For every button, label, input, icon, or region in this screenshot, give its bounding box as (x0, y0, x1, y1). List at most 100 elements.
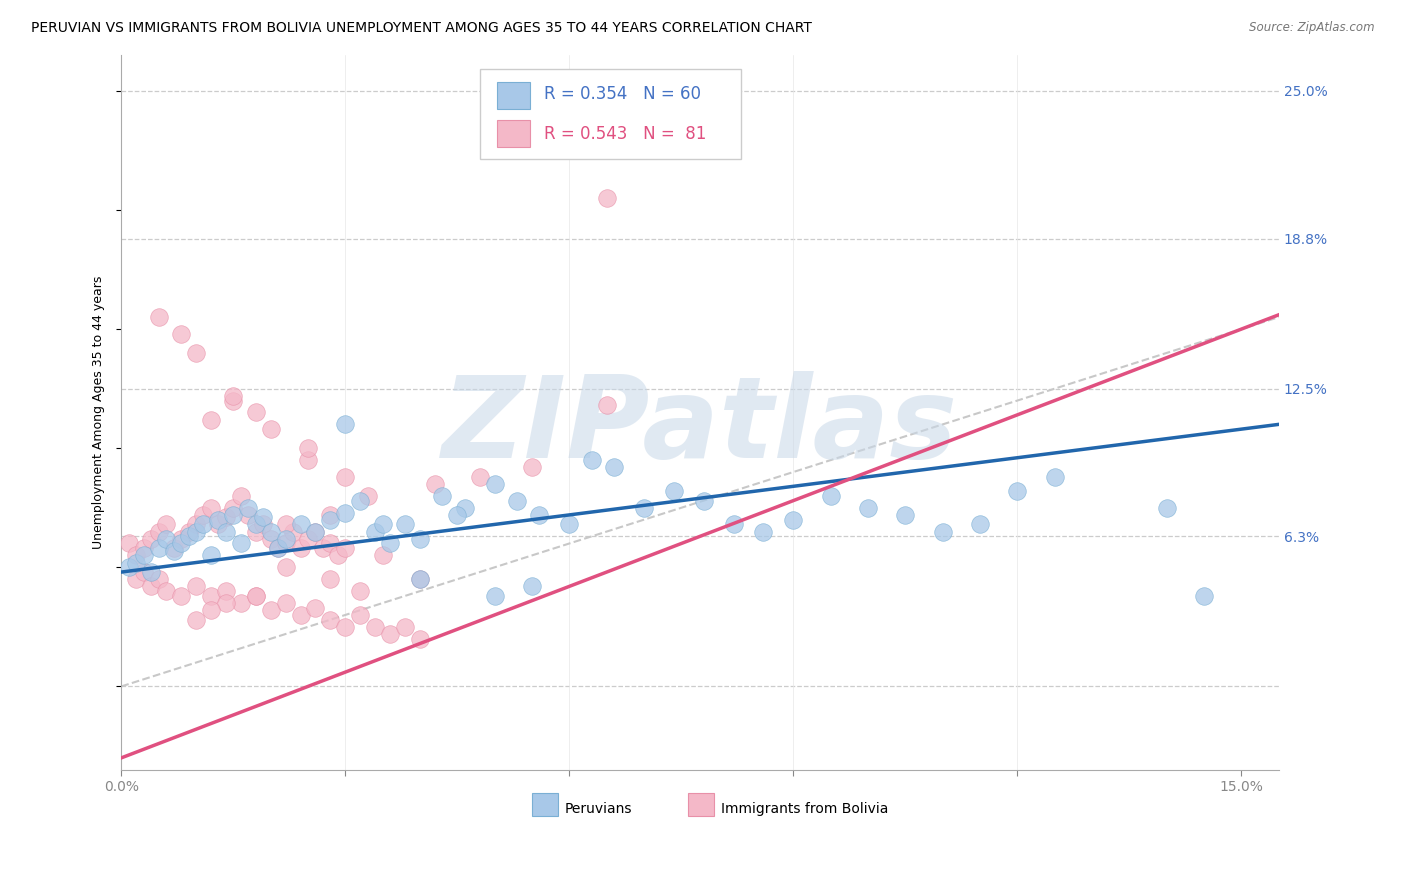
Point (304, 524, 326, 539)
Point (1156, 500, 1178, 515)
Point (222, 389, 245, 403)
Point (394, 517, 416, 532)
Point (1007, 484, 1029, 499)
Point (349, 584, 371, 599)
Point (193, 508, 215, 522)
Point (215, 584, 238, 599)
Point (752, 524, 775, 539)
Point (319, 613, 342, 627)
Point (274, 517, 297, 532)
Point (335, 620, 357, 634)
Point (281, 524, 304, 539)
Point (319, 536, 342, 550)
Point (969, 517, 991, 532)
Point (229, 489, 252, 503)
Point (245, 524, 267, 539)
Point (267, 541, 290, 556)
Bar (498, 81, 530, 109)
Point (148, 541, 170, 556)
Point (162, 541, 184, 556)
Point (215, 596, 238, 610)
Point (371, 549, 394, 563)
Point (603, 460, 626, 475)
Point (245, 589, 267, 603)
Point (141, 565, 163, 579)
Text: R = 0.543   N =  81: R = 0.543 N = 81 (544, 125, 706, 143)
Point (184, 346, 207, 360)
Point (155, 517, 177, 532)
Point (170, 326, 193, 341)
Point (446, 508, 468, 522)
Point (326, 549, 349, 563)
Point (132, 565, 155, 579)
Point (245, 405, 267, 419)
Point (581, 453, 603, 467)
Point (200, 603, 222, 617)
Point (132, 541, 155, 556)
Y-axis label: Unemployment Among Ages 35 to 44 years: Unemployment Among Ages 35 to 44 years (93, 276, 105, 549)
Point (335, 470, 357, 484)
Point (820, 489, 842, 503)
Point (371, 517, 394, 532)
Point (432, 489, 454, 503)
Point (529, 508, 551, 522)
Point (141, 532, 163, 546)
Point (148, 310, 170, 325)
Point (520, 460, 543, 475)
Text: Source: ZipAtlas.com: Source: ZipAtlas.com (1250, 21, 1375, 34)
Point (118, 560, 141, 574)
Point (177, 524, 200, 539)
Point (662, 484, 685, 499)
Bar (689, 793, 714, 816)
Point (894, 508, 917, 522)
Point (222, 393, 245, 408)
Point (723, 517, 745, 532)
Point (184, 517, 207, 532)
Point (229, 596, 252, 610)
Point (335, 417, 357, 432)
Point (558, 517, 581, 532)
Point (132, 549, 155, 563)
Point (484, 589, 506, 603)
Point (349, 493, 371, 508)
Point (856, 500, 879, 515)
Point (141, 579, 163, 593)
Point (200, 549, 222, 563)
Point (290, 517, 312, 532)
Point (304, 600, 326, 615)
Point (595, 398, 617, 412)
Point (409, 572, 432, 586)
Point (454, 500, 477, 515)
Point (335, 506, 357, 520)
Point (349, 607, 371, 622)
Point (274, 532, 297, 546)
Point (215, 524, 238, 539)
Point (319, 508, 342, 522)
Point (207, 513, 229, 527)
Point (252, 517, 274, 532)
Point (312, 541, 335, 556)
Point (259, 603, 281, 617)
Point (274, 560, 297, 574)
Point (319, 513, 342, 527)
Point (259, 524, 281, 539)
Point (148, 524, 170, 539)
Point (304, 524, 326, 539)
Point (290, 541, 312, 556)
Point (378, 627, 401, 641)
Point (633, 500, 655, 515)
FancyBboxPatch shape (479, 70, 741, 159)
Point (222, 500, 245, 515)
Point (155, 584, 177, 599)
Point (238, 508, 260, 522)
Text: ZIPatlas: ZIPatlas (441, 371, 957, 483)
Point (259, 422, 281, 436)
Point (409, 632, 432, 646)
Point (177, 529, 200, 543)
Point (215, 510, 238, 524)
Point (297, 441, 319, 455)
Point (506, 493, 529, 508)
Bar (498, 120, 530, 147)
Point (184, 613, 207, 627)
Point (290, 607, 312, 622)
